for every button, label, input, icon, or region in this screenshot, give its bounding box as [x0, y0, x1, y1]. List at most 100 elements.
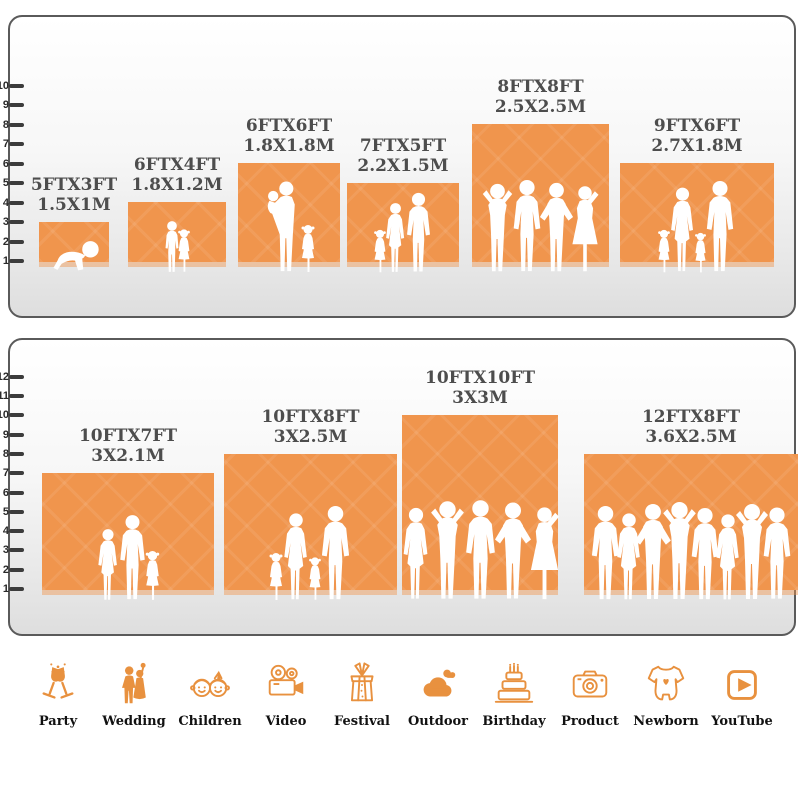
ruler-tick-number: 10: [0, 409, 9, 422]
birthday-icon: [491, 662, 537, 708]
ruler-tick-number: 4: [2, 196, 9, 209]
ruler-tick-number: 9: [2, 99, 9, 111]
backdrop-size-label: 6FTX6FT 1.8X1.8M: [243, 116, 334, 156]
category-label: Children: [178, 714, 242, 729]
category-label: Festival: [334, 714, 390, 729]
children-icon: [187, 662, 233, 708]
backdrop-size-ft: 6FTX6FT: [245, 116, 333, 136]
ruler-tick-number: 9: [2, 428, 9, 441]
ruler-tick: [9, 181, 24, 185]
category-item-festival: Festival: [328, 662, 396, 729]
category-item-party: Party: [24, 662, 92, 729]
ruler-tick-number: 2: [2, 235, 9, 248]
ruler-tick: [9, 548, 24, 553]
backdrop-size-m: 1.8X1.2M: [131, 175, 223, 195]
backdrop-size-m: 3.6X2.5M: [645, 427, 737, 447]
backdrop-size-ft: 5FTX3FT: [30, 175, 118, 195]
outdoor-icon: [415, 662, 461, 708]
ruler-tick: [9, 161, 24, 166]
ruler-tick: [9, 567, 24, 572]
newborn-icon: [643, 662, 689, 708]
backdrop-rect: [238, 163, 340, 267]
size-panel-small-medium-top: 123456789105FTX3FT1.5X1M6FTX4FT1.8X1.2M6…: [0, 15, 796, 318]
ruler-tick: [9, 374, 24, 379]
ruler-tick-number: 6: [2, 157, 9, 170]
backdrop-rect: [620, 163, 774, 267]
ruler-tick-number: 4: [2, 525, 9, 538]
ruler-tick-number: 5: [2, 505, 9, 518]
ruler-tick: [9, 83, 24, 88]
category-label: Wedding: [102, 714, 166, 729]
product-icon: [567, 662, 613, 708]
ruler-tick-number: 12: [0, 370, 9, 383]
backdrop-size-label: 7FTX5FT 2.2X1.5M: [357, 136, 448, 176]
backdrop-size-label: 9FTX6FT 2.7X1.8M: [651, 116, 742, 156]
backdrop-size-label: 10FTX8FT 3X2.5M: [261, 407, 359, 447]
backdrop-size-ft: 10FTX8FT: [261, 407, 360, 427]
backdrop-size-m: 1.8X1.8M: [243, 136, 335, 156]
size-panel-small-medium-bottom: 12345678910111210FTX7FT3X2.1M10FTX8FT3X2…: [0, 338, 798, 636]
backdrop-rect: [584, 454, 798, 595]
ruler-tick-number: 1: [2, 255, 9, 267]
category-label: Outdoor: [407, 714, 469, 729]
ruler-tick: [9, 103, 24, 107]
ruler-tick-number: 8: [2, 447, 9, 460]
category-label: Video: [265, 714, 307, 729]
backdrop-rect: [128, 202, 226, 267]
backdrop-rect: [472, 124, 609, 267]
backdrop-size-label: 10FTX7FT 3X2.1M: [79, 426, 177, 466]
category-label: Birthday: [482, 714, 546, 729]
ruler-tick-number: 3: [2, 216, 9, 228]
category-item-wedding: Wedding: [100, 662, 168, 729]
backdrop-rect: [224, 454, 397, 595]
backdrop-size-m: 3X2.5M: [273, 427, 348, 447]
ruler-tick: [9, 200, 24, 205]
backdrop-size-label: 8FTX8FT 2.5X2.5M: [495, 77, 586, 117]
ruler-tick: [9, 490, 24, 495]
backdrop-size-m: 3X3M: [452, 388, 508, 408]
wedding-icon: [111, 662, 157, 708]
backdrop-size-m: 3X2.1M: [91, 446, 165, 466]
festival-icon: [339, 662, 385, 708]
backdrop-size-ft: 10FTX7FT: [78, 426, 178, 446]
ruler-tick-number: 3: [2, 544, 9, 557]
category-item-birthday: Birthday: [480, 662, 548, 729]
video-icon: [263, 662, 309, 708]
backdrop-size-label: 6FTX4FT 1.8X1.2M: [131, 155, 222, 195]
ruler-tick-number: 11: [0, 390, 9, 402]
ruler-tick: [9, 413, 24, 418]
ruler-tick: [9, 259, 24, 263]
ruler-tick-number: 1: [2, 583, 9, 595]
ruler-tick: [9, 509, 24, 514]
ruler-tick: [9, 529, 24, 534]
ruler-tick: [9, 220, 24, 224]
backdrop-size-ft: 12FTX8FT: [641, 407, 741, 427]
backdrop-rect: [39, 222, 109, 267]
backdrop-size-ft: 9FTX6FT: [653, 116, 741, 136]
category-item-outdoor: Outdoor: [404, 662, 472, 729]
category-item-children: Children: [176, 662, 244, 729]
category-row: Party Wedding Children Video Festival Outdoor…: [0, 662, 800, 729]
ruler-tick-number: 7: [2, 467, 9, 480]
backdrop-size-label: 5FTX3FT 1.5X1M: [31, 175, 117, 215]
ruler-tick: [9, 451, 24, 456]
ruler-tick-number: 2: [2, 563, 9, 576]
backdrop-size-m: 2.5X2.5M: [494, 97, 587, 117]
ruler-tick-number: 6: [2, 486, 9, 499]
youtube-icon: [719, 662, 765, 708]
category-item-video: Video: [252, 662, 320, 729]
category-label: Newborn: [633, 714, 699, 729]
backdrop-size-m: 1.5X1M: [37, 195, 111, 215]
category-item-product: Product: [556, 662, 624, 729]
backdrop-rect: [42, 473, 214, 595]
ruler-tick-number: 5: [2, 177, 9, 189]
category-label: Party: [38, 714, 78, 729]
ruler-tick: [9, 471, 24, 476]
party-icon: [35, 662, 81, 708]
ruler-tick-number: 8: [2, 118, 9, 131]
backdrop-size-label: 12FTX8FT 3.6X2.5M: [642, 407, 740, 447]
backdrop-size-m: 2.2X1.5M: [357, 156, 449, 176]
backdrop-size-label: 10FTX10FT 3X3M: [425, 368, 535, 408]
backdrop-size-ft: 6FTX4FT: [133, 155, 221, 175]
